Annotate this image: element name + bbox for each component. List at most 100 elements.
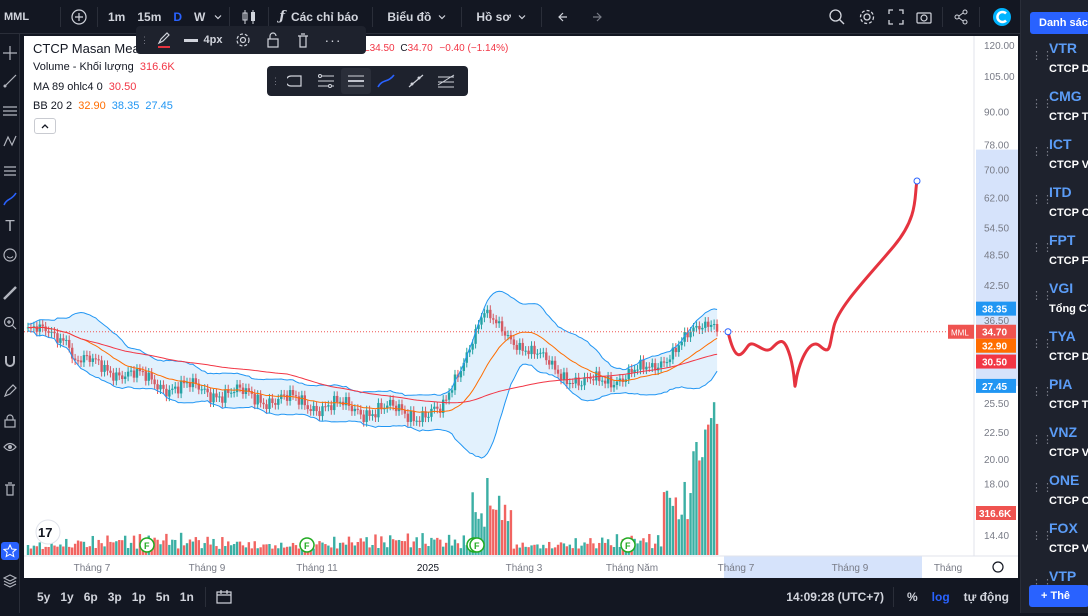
range-1n[interactable]: 1n <box>179 589 194 604</box>
watchlist-item[interactable]: ⋮⋮ CMG CTCP T <box>1021 88 1088 136</box>
range-6p[interactable]: 6p <box>83 589 98 604</box>
candle-body <box>280 394 283 399</box>
chevron-down-icon[interactable] <box>211 4 225 30</box>
indicators-button[interactable]: ƒ Các chỉ báo <box>273 4 364 30</box>
watchlist-item[interactable]: ⋮⋮ VNZ CTCP V <box>1021 424 1088 472</box>
search-zoom-icon[interactable] <box>822 4 852 30</box>
fullscreen-icon[interactable] <box>882 4 910 30</box>
trash-icon[interactable] <box>1 480 19 498</box>
drag-handle-icon[interactable]: ⋮⋮ <box>1031 146 1053 158</box>
watchlist-item[interactable]: ⋮⋮ ONE CTCP C <box>1021 472 1088 520</box>
symbol-button[interactable]: MML <box>4 10 30 23</box>
zoom-in-icon[interactable] <box>1 314 19 332</box>
watchlist-header-button[interactable]: Danh sác <box>1030 12 1088 34</box>
drag-handle-icon[interactable]: ⋮⋮ <box>1031 290 1053 302</box>
price-tick-label: 25.50 <box>984 399 1009 410</box>
candle-body <box>82 355 86 363</box>
profile-menu-button[interactable]: Hồ sơ <box>470 4 533 30</box>
range-1y[interactable]: 1y <box>60 589 74 604</box>
drag-handle-icon[interactable]: ⋮⋮ <box>1031 482 1053 494</box>
line-width-button[interactable]: 4px <box>178 28 228 52</box>
unlock-icon[interactable] <box>258 28 288 52</box>
pattern-icon[interactable] <box>1 132 19 150</box>
fib-icon[interactable] <box>1 102 19 120</box>
trend-line-icon[interactable] <box>1 72 19 90</box>
ruler-icon[interactable] <box>1 284 19 302</box>
crosshair-icon[interactable] <box>1 44 19 62</box>
volume-bar <box>671 505 675 555</box>
eye-icon[interactable] <box>1 438 19 456</box>
watchlist-item[interactable]: ⋮⋮ ITD CTCP C <box>1021 184 1088 232</box>
interval-d[interactable]: D <box>173 9 183 24</box>
watchlist-item[interactable]: ⋮⋮ FPT CTCP F <box>1021 232 1088 280</box>
interval-1m[interactable]: 1m <box>108 9 126 24</box>
candles-icon[interactable] <box>234 4 264 30</box>
favorite-star-icon[interactable] <box>1 542 19 560</box>
candle-body <box>91 358 94 362</box>
collapse-legend-button[interactable] <box>34 118 56 134</box>
drag-handle-icon[interactable]: ⋮⋮ <box>1031 434 1053 446</box>
calendar-range-icon[interactable] <box>216 589 232 605</box>
range-5n[interactable]: 5n <box>155 589 170 604</box>
trash-icon[interactable] <box>288 28 318 52</box>
chart-menu-button[interactable]: Biểu đồ <box>381 4 453 30</box>
camera-icon[interactable] <box>910 4 938 30</box>
log-toggle[interactable]: log <box>931 589 950 604</box>
pencil-lock-icon[interactable] <box>1 382 19 400</box>
gear-icon[interactable] <box>852 4 882 30</box>
interval-15m[interactable]: 15m <box>137 9 162 24</box>
volume-legend: Volume - Khối lượng 316.6K <box>33 61 175 73</box>
watchlist-item[interactable]: ⋮⋮ PIA CTCP T <box>1021 376 1088 424</box>
ray-icon[interactable] <box>401 68 431 94</box>
range-1p[interactable]: 1p <box>131 589 146 604</box>
brush-icon[interactable] <box>1 190 19 208</box>
drag-handle-icon[interactable]: ⋮⋮ <box>1031 338 1053 350</box>
shape-icon[interactable] <box>281 68 311 94</box>
regression-icon[interactable] <box>431 68 461 94</box>
clock-time[interactable]: 14:09:28 (UTC+7) <box>786 589 884 604</box>
drag-handle-icon[interactable]: ⋮⋮ <box>1031 386 1053 398</box>
parallel-lines-icon[interactable] <box>311 68 341 94</box>
price-chart[interactable]: 120.00 105.00 90.00 78.00 70.00 62.00 54.50 48.… <box>24 36 1018 578</box>
watchlist-item[interactable]: ⋮⋮VGI Tổng CT <box>1021 280 1088 328</box>
drag-handle-icon[interactable]: ⋮⋮ <box>1031 98 1053 110</box>
interval-w[interactable]: W <box>194 9 206 24</box>
watchlist-item[interactable]: ⋮⋮ VTP <box>1021 568 1088 616</box>
more-icon[interactable]: ··· <box>324 32 342 48</box>
drag-handle-icon[interactable]: ⋮⋮ <box>1031 242 1053 254</box>
watchlist-item[interactable]: ⋮⋮ TYA CTCP D <box>1021 328 1088 376</box>
pencil-color-icon[interactable] <box>150 28 178 52</box>
range-3p[interactable]: 3p <box>107 589 122 604</box>
emoji-icon[interactable] <box>1 246 19 264</box>
range-5y[interactable]: 5y <box>37 589 51 604</box>
forecast-icon[interactable] <box>1 162 19 180</box>
text-icon[interactable]: T <box>5 218 15 235</box>
auto-toggle[interactable]: tự động <box>963 589 1009 604</box>
drag-handle-icon[interactable]: ⋮⋮ <box>1031 194 1053 206</box>
add-symbol-button[interactable]: + Thê <box>1029 585 1088 607</box>
brush-curve-icon[interactable] <box>371 68 401 94</box>
drag-handle-icon[interactable]: ⋮⋮ <box>1031 50 1053 62</box>
undo-icon[interactable] <box>552 4 578 30</box>
magnet-icon[interactable] <box>1 352 19 370</box>
drag-handle-icon[interactable]: ⋮ <box>271 75 280 86</box>
candle-body <box>171 388 174 390</box>
redo-icon[interactable] <box>582 4 608 30</box>
volume-bar <box>224 546 227 555</box>
chart-pane[interactable]: 120.00 105.00 90.00 78.00 70.00 62.00 54.50 48.… <box>24 26 1018 578</box>
drag-handle-icon[interactable]: ⋮⋮ <box>1031 578 1053 590</box>
watchlist-item[interactable]: ⋮⋮ VTR CTCP D <box>1021 40 1088 88</box>
add-symbol-icon[interactable] <box>65 4 93 30</box>
share-icon[interactable] <box>947 4 975 30</box>
candle-body <box>497 321 501 324</box>
channel-icon[interactable] <box>341 68 371 94</box>
lock-icon[interactable] <box>1 412 19 430</box>
watchlist-item[interactable]: ⋮⋮ FOX CTCP V <box>1021 520 1088 568</box>
layers-icon[interactable] <box>1 572 19 590</box>
percent-toggle[interactable]: % <box>906 589 918 604</box>
watchlist-item[interactable]: ⋮⋮ ICT CTCP V <box>1021 136 1088 184</box>
gear-icon[interactable] <box>228 28 258 52</box>
drag-handle-icon[interactable]: ⋮⋮ <box>1031 530 1053 542</box>
drag-handle-icon[interactable]: ⋮ <box>140 34 149 45</box>
volume-bar <box>168 544 171 555</box>
